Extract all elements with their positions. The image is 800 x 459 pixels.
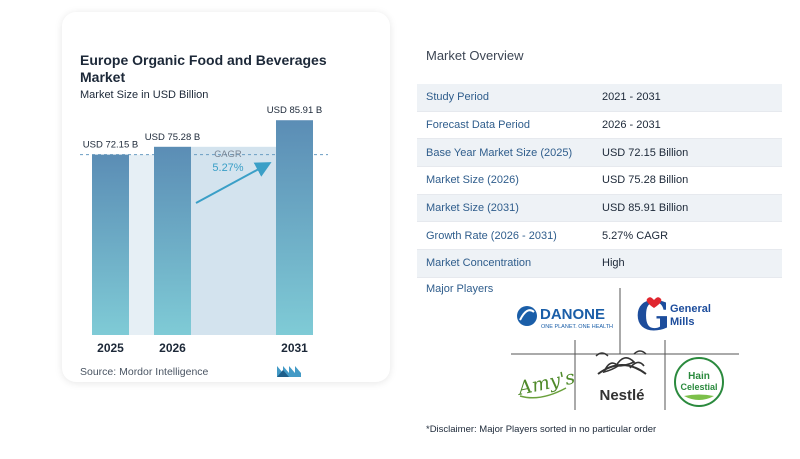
danone-logo: DANONE ONE PLANET. ONE HEALTH	[517, 306, 613, 330]
overview-row: Market Size (2031) USD 85.91 Billion	[417, 194, 782, 223]
tick-label-2025: 2025	[97, 341, 124, 355]
amys-logo: Amy's	[514, 366, 574, 400]
source-text: Source: Mordor Intelligence	[80, 366, 209, 378]
disclaimer-text: *Disclaimer: Major Players sorted in no …	[426, 424, 657, 435]
bar-2026	[154, 146, 191, 335]
overview-value: 5.27% CAGR	[602, 229, 669, 242]
danone-name: DANONE	[540, 306, 605, 323]
overview-label: Market Concentration	[426, 257, 532, 270]
amys-name: Amy's	[514, 366, 574, 400]
overview-value: High	[602, 257, 625, 270]
tick-label-2031: 2031	[281, 341, 308, 355]
overview-label: Market Size (2026)	[426, 174, 519, 187]
data-label-2025: USD 72.15 B	[83, 140, 138, 151]
overview-label: Forecast Data Period	[426, 119, 530, 132]
danone-tagline: ONE PLANET. ONE HEALTH	[541, 324, 613, 330]
overview-row: Base Year Market Size (2025) USD 72.15 B…	[417, 139, 782, 168]
overview-row: Forecast Data Period 2026 - 2031	[417, 112, 782, 140]
overview-value: USD 72.15 Billion	[602, 146, 689, 159]
bar-2025	[92, 154, 129, 335]
chart-subtitle: Market Size in USD Billion	[80, 89, 209, 101]
overview-row: Growth Rate (2026 - 2031) 5.27% CAGR	[417, 222, 782, 251]
overview-label: Base Year Market Size (2025)	[426, 146, 573, 159]
data-label-2031: USD 85.91 B	[267, 105, 322, 116]
hain-celestial-logo: Hain Celestial	[674, 357, 724, 407]
data-label-2026: USD 75.28 B	[145, 132, 200, 143]
overview-label: Market Size (2031)	[426, 202, 519, 215]
nestle-logo: Nestlé	[595, 350, 647, 404]
overview-row: Market Size (2026) USD 75.28 Billion	[417, 167, 782, 195]
cagr-value: 5.27%	[212, 162, 243, 174]
overview-value: USD 75.28 Billion	[602, 174, 689, 187]
general-mills-line1: General	[670, 303, 711, 315]
overview-label: Study Period	[426, 91, 489, 104]
bar-2031	[276, 120, 313, 335]
overview-row: Market Concentration High	[417, 250, 782, 278]
overview-value: 2021 - 2031	[602, 91, 661, 104]
logo-grid-lines	[511, 288, 739, 410]
overview-table: Study Period 2021 - 2031 Forecast Data P…	[417, 84, 782, 278]
cagr-label: CAGR	[214, 149, 242, 160]
tick-label-2026: 2026	[159, 341, 186, 355]
nestle-name: Nestlé	[599, 387, 644, 404]
general-mills-logo: G General Mills	[636, 293, 711, 338]
growth-band	[191, 146, 276, 335]
overview-row: Study Period 2021 - 2031	[417, 84, 782, 112]
general-mills-line2: Mills	[670, 316, 694, 328]
chart-title: Europe Organic Food and Beverages Market	[80, 52, 327, 85]
growth-band-small	[129, 154, 154, 335]
overview-label: Growth Rate (2026 - 2031)	[426, 229, 557, 242]
mordor-intelligence-logo	[277, 366, 301, 377]
hain-line1: Hain	[688, 371, 710, 382]
overview-title: Market Overview	[426, 48, 524, 63]
major-players-title: Major Players	[426, 283, 494, 295]
hain-line2: Celestial	[680, 382, 717, 392]
overview-value: USD 85.91 Billion	[602, 202, 689, 215]
overview-value: 2026 - 2031	[602, 119, 661, 132]
cagr-arrow	[195, 162, 272, 204]
